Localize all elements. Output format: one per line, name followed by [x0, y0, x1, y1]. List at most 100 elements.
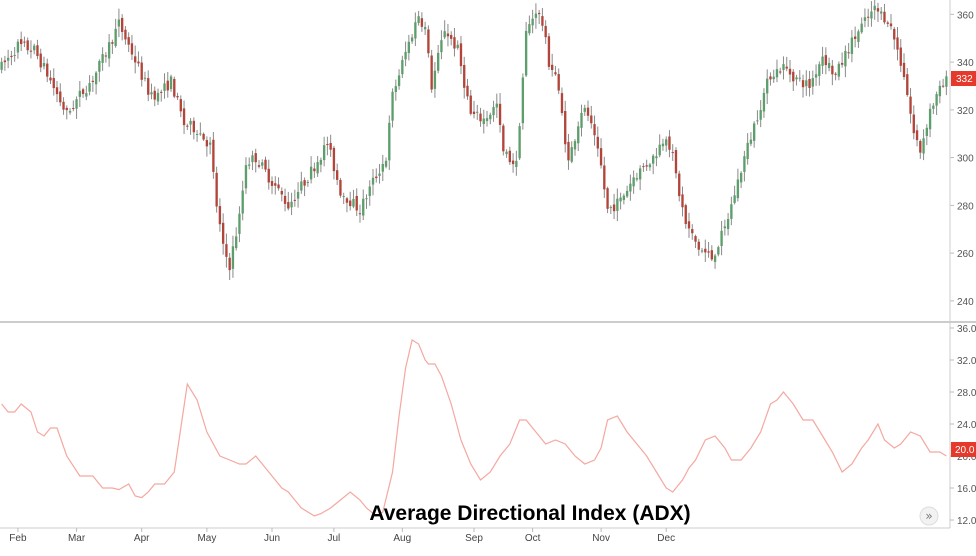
candle-body [443, 31, 446, 38]
candle-body [300, 181, 303, 191]
candle-body [430, 55, 433, 90]
candle-body [635, 178, 639, 180]
candle-body [235, 236, 238, 249]
candle-body [524, 30, 528, 76]
candle [821, 46, 824, 75]
candle [704, 239, 707, 263]
candle [902, 53, 906, 80]
x-tick-may: May [197, 533, 216, 544]
candle-body [52, 77, 55, 89]
candle-body [182, 108, 186, 126]
candle-body [147, 78, 150, 95]
chevrons-right-icon[interactable]: » [925, 509, 932, 523]
candle [769, 72, 772, 86]
candle-body [749, 139, 753, 144]
candle [322, 136, 326, 167]
candle-body [29, 50, 33, 52]
candle-body [352, 198, 355, 207]
candle [756, 110, 759, 125]
candle [420, 12, 424, 32]
candle [739, 171, 743, 189]
candle-body [407, 41, 411, 54]
candle-body [195, 133, 199, 135]
candle [766, 69, 769, 105]
candle [117, 8, 121, 38]
candle [94, 71, 98, 95]
candle-body [941, 85, 945, 87]
candle-body [124, 29, 127, 40]
candle-body [342, 196, 345, 198]
candle-body [163, 83, 166, 91]
candle [111, 39, 114, 54]
candle-body [404, 51, 407, 60]
candle-body [414, 22, 417, 39]
candle-body [616, 198, 619, 211]
candle [593, 115, 596, 146]
candle [120, 14, 124, 41]
candle [489, 112, 492, 125]
last-price-tag: 332 [951, 71, 976, 86]
candle-body [143, 77, 147, 79]
x-tick-jun: Jun [264, 533, 280, 544]
scroll-right-button-bg[interactable] [919, 506, 939, 526]
candle [433, 62, 437, 98]
candle [772, 69, 775, 83]
candle [42, 56, 46, 70]
candle-body [72, 108, 75, 109]
candle [375, 168, 378, 183]
candle [205, 136, 209, 157]
candle-body [244, 165, 248, 189]
candle [603, 156, 606, 198]
candle [16, 39, 20, 59]
candle [775, 59, 779, 83]
candle-body [671, 152, 674, 154]
candle-body [319, 159, 323, 165]
candle [124, 26, 127, 45]
candle [218, 198, 222, 232]
candle [453, 28, 456, 57]
candle-body [710, 250, 713, 260]
candle [505, 149, 508, 158]
candle [130, 34, 134, 60]
candle [55, 81, 59, 103]
candle [586, 100, 590, 122]
candle [945, 70, 948, 96]
candle-body [560, 93, 564, 114]
candle-body [410, 37, 414, 42]
candle [678, 170, 681, 202]
candle-body [453, 37, 456, 49]
candle [743, 150, 746, 182]
candle-body [541, 16, 544, 26]
x-tick-sep: Sep [465, 533, 483, 544]
candle [886, 20, 889, 28]
candle-body [384, 160, 388, 167]
candle [616, 188, 619, 222]
candle [254, 148, 257, 173]
candle [221, 213, 225, 255]
candle-body [805, 80, 808, 87]
candle [228, 253, 231, 280]
candle [847, 43, 850, 59]
candle [6, 49, 10, 69]
candle-body [349, 200, 352, 207]
candle [391, 88, 394, 128]
scroll-right-button[interactable]: » [919, 506, 939, 526]
candle [665, 136, 668, 152]
candle-body [485, 118, 489, 122]
candle-body [922, 138, 925, 154]
candle [179, 95, 182, 118]
candle-body [919, 141, 922, 153]
candle [814, 64, 818, 86]
candle [844, 45, 847, 78]
candle [65, 105, 68, 120]
candle [49, 70, 52, 85]
candle [463, 56, 466, 99]
candle [541, 8, 544, 32]
candle-body [368, 186, 371, 197]
candle-body [280, 190, 283, 195]
candle [150, 83, 153, 100]
candle [573, 139, 577, 156]
candle [0, 57, 3, 74]
candle-body [674, 150, 678, 174]
